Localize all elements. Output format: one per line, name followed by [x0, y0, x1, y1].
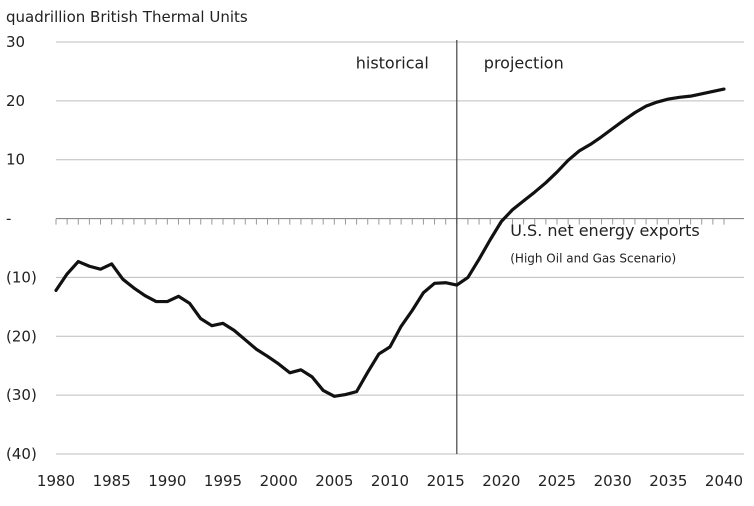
y-tick-label: 10 [6, 151, 25, 169]
series-label: U.S. net energy exports [510, 221, 699, 240]
x-tick-label: 2040 [705, 472, 743, 490]
series-sublabel: (High Oil and Gas Scenario) [510, 252, 676, 266]
x-tick-label: 2005 [315, 472, 353, 490]
projection-label: projection [484, 53, 564, 72]
x-tick-label: 1985 [93, 472, 131, 490]
x-tick-label: 2020 [482, 472, 520, 490]
y-tick-label: (40) [6, 445, 37, 463]
y-tick-label: 30 [6, 33, 25, 51]
y-tick-label: - [6, 210, 11, 228]
y-tick-label: (30) [6, 386, 37, 404]
historical-label: historical [356, 53, 429, 72]
gridlines [55, 41, 744, 455]
x-tick-label: 1980 [37, 472, 75, 490]
y-tick-label: (10) [6, 268, 37, 286]
series-line-net-energy-exports [54, 87, 726, 398]
x-tick-label: 1990 [148, 472, 186, 490]
y-tick-label: (20) [6, 327, 37, 345]
y-axis-unit-label: quadrillion British Thermal Units [6, 8, 248, 26]
x-tick-label: 2000 [260, 472, 298, 490]
x-tick-label: 1995 [204, 472, 242, 490]
x-tick-label: 2035 [649, 472, 687, 490]
x-tick-label: 2030 [594, 472, 632, 490]
x-tick-label: 2010 [371, 472, 409, 490]
y-tick-label: 20 [6, 92, 25, 110]
x-tick-label: 2015 [427, 472, 465, 490]
x-tick-label: 2025 [538, 472, 576, 490]
